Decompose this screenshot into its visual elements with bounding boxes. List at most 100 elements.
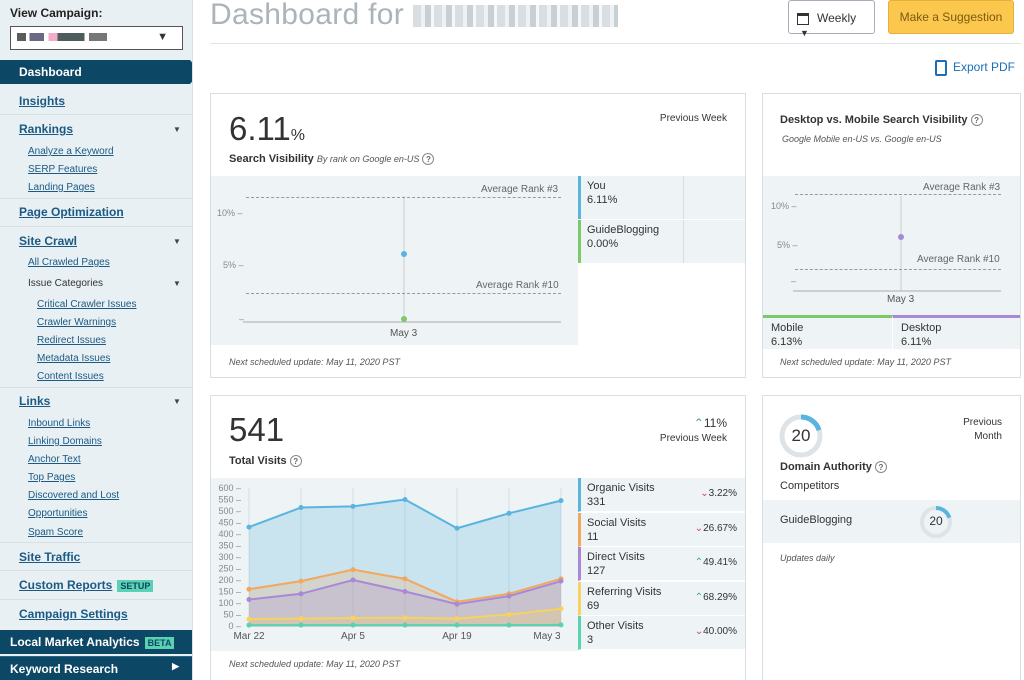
da-value: 20 <box>791 426 811 445</box>
nav-content-issues[interactable]: Content Issues <box>37 371 104 382</box>
point-referring-visits[interactable] <box>246 616 252 622</box>
nav-opportunities[interactable]: Opportunities <box>28 508 88 519</box>
nav-dashboard[interactable]: Dashboard <box>0 60 192 84</box>
point-direct-visits[interactable] <box>558 578 564 584</box>
point-other-visits[interactable] <box>350 622 356 628</box>
point-referring-visits[interactable] <box>558 606 564 612</box>
nav-serp-features[interactable]: SERP Features <box>28 164 98 175</box>
nav-issue-categories[interactable]: Issue Categories <box>28 278 104 289</box>
avg-rank-3-line <box>246 197 561 198</box>
desktop-mobile-title: Desktop vs. Mobile Search Visibility ? <box>780 114 983 127</box>
point-direct-visits[interactable] <box>246 597 252 603</box>
point-other-visits[interactable] <box>454 622 460 628</box>
visibility-guideblogging-point[interactable] <box>401 316 407 322</box>
legend-you-value: 6.11% <box>587 194 618 206</box>
point-social-visits[interactable] <box>350 567 356 573</box>
legend-value: 11 <box>587 530 599 543</box>
point-other-visits[interactable] <box>558 622 564 628</box>
da-comp-value: 20 <box>929 514 943 528</box>
y-tick-label: 250 – <box>218 564 241 574</box>
nav-links[interactable]: Links <box>19 394 51 408</box>
nav-anchor-text[interactable]: Anchor Text <box>28 454 81 465</box>
dm-y-tick-5: 5% – <box>777 240 798 250</box>
legend-you: You 6.11% <box>578 176 683 219</box>
chevron-down-icon[interactable]: ▼ <box>173 397 181 406</box>
make-suggestion-button[interactable]: Make a Suggestion <box>888 0 1014 34</box>
point-direct-visits[interactable] <box>350 577 356 583</box>
point-direct-visits[interactable] <box>402 589 408 594</box>
visits-update-note: Next scheduled update: May 11, 2020 PST <box>229 659 400 669</box>
point-organic-visits[interactable] <box>298 505 304 511</box>
visibility-chart <box>243 196 561 323</box>
point-referring-visits[interactable] <box>506 612 512 617</box>
nav-critical-crawler-issues[interactable]: Critical Crawler Issues <box>37 299 137 310</box>
da-period-2: Month <box>974 431 1002 442</box>
help-icon[interactable]: ? <box>422 153 435 166</box>
help-icon[interactable]: ? <box>289 455 302 468</box>
custom-reports-label: Custom Reports <box>19 578 113 592</box>
nav-rankings[interactable]: Rankings <box>19 122 74 136</box>
dm-avg-rank-10-label: Average Rank #10 <box>917 254 1000 265</box>
point-organic-visits[interactable] <box>506 510 512 516</box>
point-referring-visits[interactable] <box>350 615 356 621</box>
y-tick-0: – <box>239 314 245 324</box>
nav-site-crawl[interactable]: Site Crawl <box>19 234 78 248</box>
legend-name: Referring Visits <box>587 585 662 598</box>
point-other-visits[interactable] <box>246 622 252 628</box>
avg-rank-10-label: Average Rank #10 <box>476 280 559 291</box>
chevron-down-icon[interactable]: ▼ <box>173 125 181 134</box>
dm-desktop-point[interactable] <box>898 234 904 240</box>
nav-insights[interactable]: Insights <box>19 94 66 108</box>
nav-discovered-lost[interactable]: Discovered and Lost <box>28 490 120 501</box>
nav-linking-domains[interactable]: Linking Domains <box>28 436 102 447</box>
point-organic-visits[interactable] <box>454 525 460 531</box>
nav-landing-pages[interactable]: Landing Pages <box>28 182 95 193</box>
nav-all-crawled-pages[interactable]: All Crawled Pages <box>28 257 110 268</box>
nav-metadata-issues[interactable]: Metadata Issues <box>37 353 111 364</box>
nav-redirect-issues[interactable]: Redirect Issues <box>37 335 106 346</box>
point-organic-visits[interactable] <box>246 524 252 530</box>
nav-inbound-links[interactable]: Inbound Links <box>28 418 91 429</box>
point-direct-visits[interactable] <box>454 601 460 607</box>
point-organic-visits[interactable] <box>558 498 564 504</box>
visibility-number: 6.11 <box>229 110 291 147</box>
nav-crawler-warnings[interactable]: Crawler Warnings <box>37 317 117 328</box>
point-referring-visits[interactable] <box>402 615 408 621</box>
nav-keyword-research[interactable]: Keyword Research ▶ <box>0 656 192 680</box>
legend-gb-value: 0.00% <box>587 238 619 250</box>
point-social-visits[interactable] <box>298 578 304 584</box>
point-organic-visits[interactable] <box>350 503 356 509</box>
point-social-visits[interactable] <box>402 576 408 582</box>
visits-change-value: 11% <box>703 416 727 430</box>
point-social-visits[interactable] <box>246 586 252 592</box>
point-other-visits[interactable] <box>402 622 408 628</box>
point-direct-visits[interactable] <box>298 591 304 597</box>
nav-analyze-keyword[interactable]: Analyze a Keyword <box>28 146 114 157</box>
point-referring-visits[interactable] <box>298 616 304 622</box>
export-pdf-button[interactable]: Export PDF <box>935 60 1015 76</box>
visibility-you-point[interactable] <box>401 251 407 257</box>
export-pdf-label: Export PDF <box>953 60 1016 75</box>
point-referring-visits[interactable] <box>454 616 460 622</box>
nav-top-pages[interactable]: Top Pages <box>28 472 76 483</box>
nav-local-market-analytics[interactable]: Local Market Analytics BETA <box>0 630 192 654</box>
point-other-visits[interactable] <box>298 622 304 628</box>
dm-title-text: Desktop vs. Mobile Search Visibility <box>780 114 968 126</box>
legend-name: Direct Visits <box>587 551 645 564</box>
nav-custom-reports[interactable]: Custom Reports SETUP <box>19 578 154 592</box>
period-dropdown[interactable]: Weekly ▼ <box>788 0 875 38</box>
help-icon[interactable]: ? <box>874 461 887 474</box>
nav-spam-score[interactable]: Spam Score <box>28 527 84 538</box>
nav-site-traffic[interactable]: Site Traffic <box>19 550 81 564</box>
legend-value: 3 <box>587 634 594 647</box>
help-icon[interactable]: ? <box>970 114 983 127</box>
nav-page-optimization[interactable]: Page Optimization <box>19 205 124 219</box>
nav-campaign-settings[interactable]: Campaign Settings <box>19 607 128 621</box>
point-other-visits[interactable] <box>506 622 512 628</box>
chevron-down-icon[interactable]: ▼ <box>173 279 181 288</box>
da-label: Domain Authority ? <box>780 461 887 474</box>
point-organic-visits[interactable] <box>402 497 408 502</box>
chevron-down-icon[interactable]: ▼ <box>173 237 181 246</box>
point-direct-visits[interactable] <box>506 593 512 599</box>
campaign-select[interactable]: ▼ <box>10 26 183 50</box>
